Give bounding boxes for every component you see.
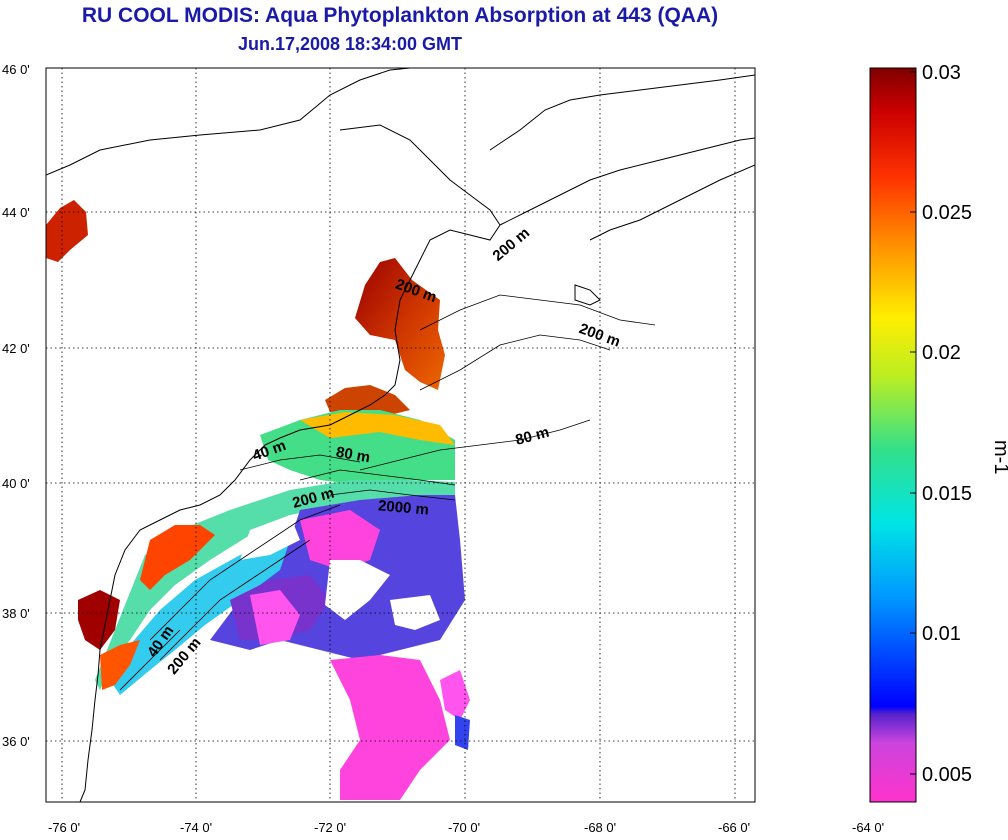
- map-subtitle-date: Jun.17,2008 18:34:00 GMT: [237, 34, 463, 54]
- lon-tick-70: -70 0': [448, 820, 480, 835]
- lat-tick-36: 36 0': [2, 734, 30, 749]
- contour-label-2000m: 2000 m: [377, 497, 429, 518]
- lat-tick-labels: 46 0' 44 0' 42 0' 40 0' 38 0' 36 0': [2, 62, 30, 749]
- lon-tick-68: -68 0': [584, 820, 616, 835]
- colorbar-tick-0.03: 0.03: [922, 62, 961, 84]
- lat-tick-38: 38 0': [2, 606, 30, 621]
- bathymetry-contours: [119, 294, 656, 691]
- colorbar-unit-label: m-1: [990, 440, 1008, 474]
- lon-tick-74: -74 0': [180, 820, 212, 835]
- lat-tick-42: 42 0': [2, 341, 30, 356]
- lat-tick-40: 40 0': [2, 476, 30, 491]
- contour-label-80m-a: 80 m: [514, 424, 551, 449]
- colorbar: 0.03 0.025 0.02 0.015 0.01 0.005 m-1: [869, 62, 1008, 803]
- lon-tick-64: -64 0': [852, 820, 884, 835]
- colorbar-tick-0.005: 0.005: [922, 764, 972, 786]
- map-title: RU COOL MODIS: Aqua Phytoplankton Absorp…: [81, 4, 719, 27]
- colorbar-tick-0.02: 0.02: [922, 342, 961, 364]
- colorbar-tick-0.015: 0.015: [922, 483, 972, 505]
- lon-tick-66: -66 0': [718, 820, 750, 835]
- chlorophyll-swath: [46, 200, 470, 800]
- colorbar-gradient: [869, 67, 917, 803]
- lat-tick-44: 44 0': [2, 205, 30, 220]
- colorbar-tick-0.025: 0.025: [922, 202, 972, 224]
- contour-label-80m-b: 80 m: [335, 444, 372, 467]
- colorbar-tick-0.01: 0.01: [922, 623, 961, 645]
- lon-tick-72: -72 0': [314, 820, 346, 835]
- lat-tick-46: 46 0': [2, 62, 30, 77]
- graticule: [46, 68, 755, 802]
- lon-tick-labels: -76 0' -74 0' -72 0' -70 0' -68 0' -66 0…: [48, 820, 884, 835]
- map-frame: [45, 67, 756, 803]
- lon-tick-76: -76 0': [48, 820, 80, 835]
